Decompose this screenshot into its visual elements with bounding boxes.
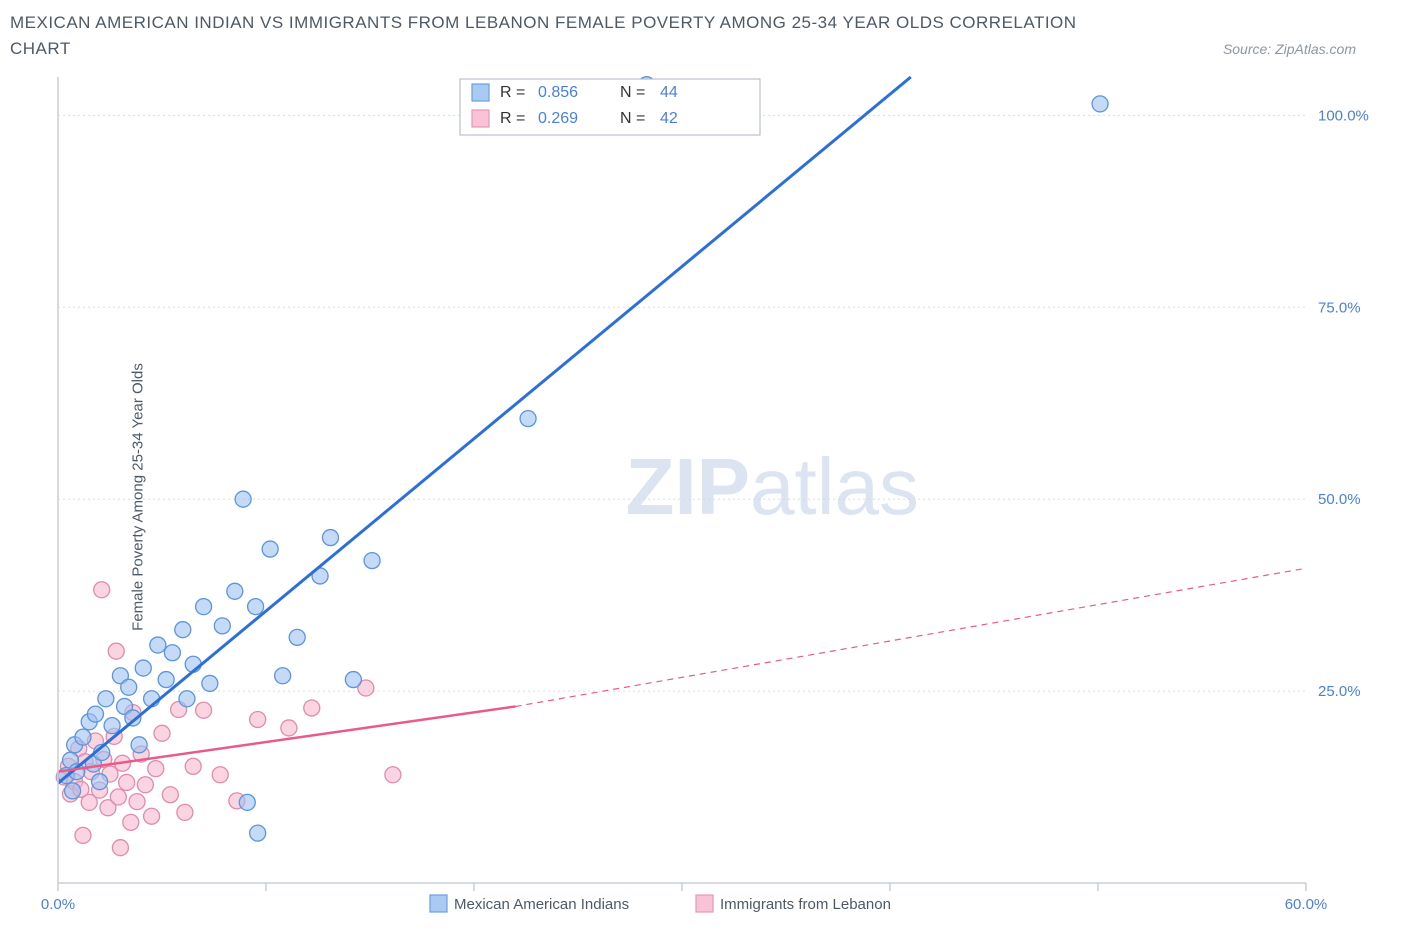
- legend-r-label: R =: [500, 84, 525, 101]
- legend-r-value: 0.269: [538, 110, 578, 127]
- source-attribution: Source: ZipAtlas.com: [1223, 41, 1356, 57]
- data-point: [108, 643, 124, 659]
- y-tick-label: 100.0%: [1318, 107, 1369, 124]
- data-point: [196, 702, 212, 718]
- legend-swatch: [430, 895, 447, 912]
- data-point: [154, 725, 170, 741]
- data-point: [94, 582, 110, 598]
- data-point: [179, 691, 195, 707]
- chart-title: MEXICAN AMERICAN INDIAN VS IMMIGRANTS FR…: [10, 10, 1110, 61]
- data-point: [364, 553, 380, 569]
- data-point: [250, 711, 266, 727]
- data-point: [239, 794, 255, 810]
- data-point: [131, 737, 147, 753]
- data-point: [158, 672, 174, 688]
- data-point: [227, 583, 243, 599]
- data-point: [135, 660, 151, 676]
- legend-swatch: [472, 110, 489, 127]
- data-point: [123, 814, 139, 830]
- data-point: [150, 637, 166, 653]
- y-axis-label: Female Poverty Among 25-34 Year Olds: [129, 363, 146, 631]
- series-legend: Mexican American Indians Immigrants from …: [430, 895, 891, 913]
- data-point: [148, 761, 164, 777]
- data-point: [65, 783, 81, 799]
- y-tick-label: 25.0%: [1318, 683, 1361, 700]
- data-point: [275, 668, 291, 684]
- data-point: [112, 840, 128, 856]
- data-point: [235, 491, 251, 507]
- data-point: [214, 618, 230, 634]
- y-tick-label: 75.0%: [1318, 299, 1361, 316]
- x-tick-label: 0.0%: [41, 896, 75, 913]
- data-point: [212, 767, 228, 783]
- data-point: [129, 794, 145, 810]
- legend-series-label: Immigrants from Lebanon: [720, 896, 891, 913]
- data-point: [92, 774, 108, 790]
- data-point: [144, 808, 160, 824]
- trend-line-blue: [58, 77, 911, 783]
- data-point: [175, 622, 191, 638]
- data-point: [104, 718, 120, 734]
- data-point: [345, 672, 361, 688]
- legend-n-label: N =: [620, 110, 645, 127]
- watermark: ZIPatlas: [626, 442, 919, 531]
- trend-line-pink-dash: [516, 568, 1306, 706]
- data-point: [248, 599, 264, 615]
- data-point: [289, 629, 305, 645]
- data-point: [119, 774, 135, 790]
- data-point: [250, 825, 266, 841]
- data-point: [75, 827, 91, 843]
- legend-n-value: 42: [660, 110, 678, 127]
- data-point: [196, 599, 212, 615]
- legend-r-label: R =: [500, 110, 525, 127]
- data-point: [322, 530, 338, 546]
- data-point: [304, 700, 320, 716]
- data-point: [110, 789, 126, 805]
- legend-swatch: [472, 84, 489, 101]
- x-tick-label: 60.0%: [1285, 896, 1328, 913]
- data-point: [1092, 96, 1108, 112]
- data-point: [164, 645, 180, 661]
- y-tick-label: 50.0%: [1318, 491, 1361, 508]
- data-point: [137, 777, 153, 793]
- legend-n-value: 44: [660, 84, 678, 101]
- legend-n-label: N =: [620, 84, 645, 101]
- data-point: [177, 804, 193, 820]
- data-point: [281, 720, 297, 736]
- legend-series-label: Mexican American Indians: [454, 896, 629, 913]
- data-point: [98, 691, 114, 707]
- data-point: [75, 729, 91, 745]
- correlation-scatter-chart: ZIPatlas 0.0% 60.0% 25.0% 50.0% 75.0% 100.0% R …: [10, 67, 1396, 927]
- data-point: [262, 541, 278, 557]
- legend-swatch: [696, 895, 713, 912]
- legend-r-value: 0.856: [538, 84, 578, 101]
- data-point: [87, 706, 103, 722]
- data-point: [185, 758, 201, 774]
- data-point: [202, 675, 218, 691]
- data-point: [385, 767, 401, 783]
- data-point: [162, 787, 178, 803]
- data-point: [121, 679, 137, 695]
- data-point: [520, 411, 536, 427]
